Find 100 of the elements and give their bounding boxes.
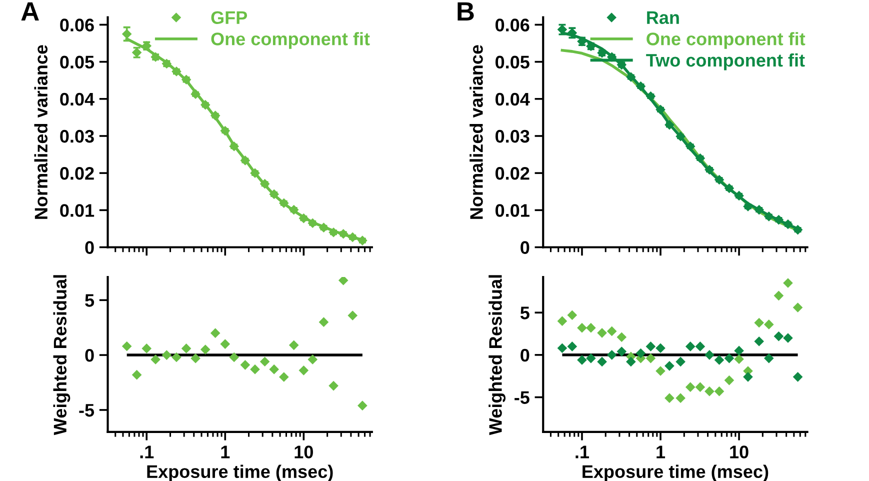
point [792, 372, 803, 382]
point [685, 342, 696, 352]
point [200, 344, 210, 354]
y-tick-label: 0.06 [60, 18, 94, 32]
point [122, 341, 132, 352]
y-tick-label: 0 [85, 241, 94, 254]
point [229, 141, 239, 152]
point [616, 332, 627, 342]
y-tick-label: -5 [79, 404, 94, 417]
point [318, 317, 329, 328]
y-axis-title: Weighted Residual [53, 275, 70, 436]
point [229, 352, 239, 362]
point [724, 183, 734, 194]
y-axis-title: Normalized variance [34, 45, 48, 219]
point [626, 356, 636, 367]
chart-title: B [458, 2, 474, 20]
point [288, 204, 299, 215]
point [586, 322, 596, 333]
point [646, 91, 656, 102]
y-tick-label: 0.04 [60, 92, 94, 106]
x-tick-label: 1 [656, 446, 666, 458]
point [597, 356, 607, 367]
point [172, 352, 182, 362]
y-tick-label: 5 [85, 294, 94, 307]
point [656, 104, 666, 115]
point [754, 204, 764, 215]
point [597, 328, 607, 338]
point [260, 356, 270, 367]
point [288, 340, 299, 350]
x-tick-label: 1 [221, 446, 230, 458]
point [190, 353, 200, 364]
point [764, 320, 774, 330]
point [269, 364, 279, 374]
point [656, 366, 666, 376]
point [783, 278, 793, 288]
y-tick-label: 0.02 [60, 167, 94, 180]
legend-label: GFP [211, 11, 248, 24]
point [724, 375, 734, 386]
point [577, 355, 587, 365]
y-tick-label: 0.02 [496, 167, 530, 180]
x-tick-label: 10 [294, 446, 313, 458]
point [328, 380, 338, 391]
y-axis-title: Weighted Residual [488, 275, 506, 436]
y-tick-label: 0 [85, 348, 94, 362]
point [664, 361, 674, 371]
point [142, 344, 152, 354]
x-tick-label: .1 [140, 446, 154, 458]
point [704, 350, 714, 360]
legend-label: One component fit [646, 32, 806, 49]
point [754, 318, 764, 328]
x-tick-label: 10 [730, 446, 748, 458]
y-tick-label: -5 [514, 391, 530, 404]
point [685, 141, 696, 152]
point [664, 120, 674, 130]
point [358, 400, 368, 410]
point [200, 100, 210, 110]
point [567, 310, 578, 320]
point [695, 382, 706, 392]
y-tick-label: 0.05 [60, 56, 94, 69]
point [577, 322, 587, 333]
point [240, 360, 250, 370]
y-tick-label: 0 [520, 241, 530, 254]
point [636, 81, 646, 92]
point [754, 336, 764, 346]
point [636, 348, 646, 358]
point [695, 153, 706, 164]
point [269, 189, 279, 200]
point [278, 372, 289, 382]
point [704, 164, 714, 175]
point [298, 366, 309, 376]
point [567, 342, 578, 352]
y-tick-label: 0.03 [60, 130, 94, 143]
point [695, 342, 706, 352]
point [774, 290, 784, 301]
point [260, 178, 270, 189]
point [250, 364, 260, 374]
point [774, 331, 784, 342]
point [783, 333, 793, 343]
y-tick-label: 0.03 [496, 130, 530, 143]
point [557, 343, 568, 354]
point [724, 353, 734, 364]
x-tick-label: .1 [576, 446, 590, 458]
point [676, 393, 686, 403]
y-tick-label: 0.01 [496, 204, 530, 217]
point [676, 356, 686, 367]
point [606, 326, 617, 336]
point [616, 346, 627, 356]
point [606, 350, 617, 360]
point [586, 353, 596, 364]
point [792, 302, 803, 312]
point [646, 353, 656, 364]
point [162, 350, 172, 360]
point [714, 174, 724, 185]
point [220, 339, 230, 349]
point [150, 354, 160, 364]
point [278, 198, 289, 208]
point [308, 354, 318, 364]
point [704, 386, 714, 396]
point [348, 310, 358, 320]
y-tick-label: 0 [520, 348, 530, 362]
